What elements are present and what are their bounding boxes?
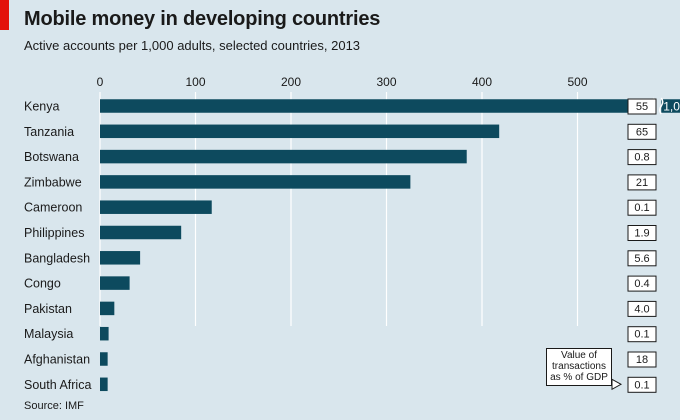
category-label: Zimbabwe	[24, 175, 82, 189]
chart-subtitle: Active accounts per 1,000 adults, select…	[24, 38, 361, 53]
bar	[100, 251, 141, 265]
bar	[100, 99, 680, 113]
category-label: Tanzania	[24, 125, 74, 139]
gdp-share-value: 1.9	[634, 228, 649, 240]
bar	[100, 276, 130, 290]
gdp-share-value: 21	[636, 177, 648, 189]
x-tick-label: 0	[97, 75, 104, 89]
bar	[100, 124, 500, 139]
x-tick-label: 200	[281, 75, 301, 89]
gdp-share-value: 0.1	[634, 329, 649, 341]
chart-source: Source: IMF	[24, 400, 84, 412]
gdp-callout: Value of transactions as % of GDP	[546, 348, 612, 386]
x-tick-label: 100	[185, 75, 205, 89]
gdp-share-value: 0.1	[634, 379, 649, 391]
gdp-share-box	[627, 199, 657, 216]
gdp-share-value: 18	[636, 354, 648, 366]
category-label: Kenya	[24, 100, 59, 114]
gdp-share-box	[627, 123, 657, 140]
gdp-share-box	[627, 149, 657, 166]
callout-line-3: as % of GDP	[550, 372, 608, 383]
axis-break	[653, 98, 662, 114]
gdp-share-value: 5.6	[634, 253, 649, 265]
gdp-share-box	[627, 351, 657, 368]
chart-title: Mobile money in developing countries	[24, 8, 381, 30]
category-label: Philippines	[24, 226, 84, 240]
gdp-share-box	[627, 326, 657, 343]
bar	[100, 352, 108, 366]
callout-line-2: transactions	[552, 361, 606, 372]
axis-break-mark	[659, 97, 664, 115]
bar	[100, 377, 108, 392]
x-tick-label: 300	[376, 75, 396, 89]
gdp-share-value: 55	[636, 101, 648, 113]
gdp-share-value: 0.8	[634, 152, 649, 164]
gdp-share-box	[627, 275, 657, 292]
gdp-share-value: 0.1	[634, 202, 649, 214]
callout-pointer	[611, 378, 623, 391]
bar	[100, 225, 182, 240]
category-label: Botswana	[24, 150, 79, 164]
bar	[100, 175, 411, 189]
category-label: Pakistan	[24, 302, 72, 316]
x-tick-label: 500	[567, 75, 587, 89]
category-label: Afghanistan	[24, 353, 90, 367]
bar	[100, 149, 467, 164]
gdp-share-box	[627, 98, 657, 115]
bar	[100, 200, 212, 214]
category-label: Congo	[24, 277, 61, 291]
gdp-share-box	[627, 225, 657, 241]
bar	[100, 326, 109, 341]
callout-line-1: Value of	[561, 350, 597, 361]
gdp-share-value: 4.0	[634, 303, 649, 315]
bar	[100, 301, 115, 316]
gdp-share-value: 0.4	[634, 278, 649, 290]
brand-tag	[0, 0, 9, 30]
category-label: Malaysia	[24, 327, 73, 341]
data-label: 1,018	[663, 100, 680, 114]
category-label: Cameroon	[24, 201, 82, 215]
gdp-share-box	[627, 250, 657, 267]
gdp-share-value: 65	[636, 126, 648, 138]
x-tick-label: 400	[472, 75, 492, 89]
gdp-share-box	[627, 376, 657, 393]
category-label: South Africa	[24, 378, 91, 392]
category-label: Bangladesh	[24, 251, 90, 265]
gdp-share-box	[627, 174, 657, 191]
gdp-share-box	[627, 300, 657, 317]
